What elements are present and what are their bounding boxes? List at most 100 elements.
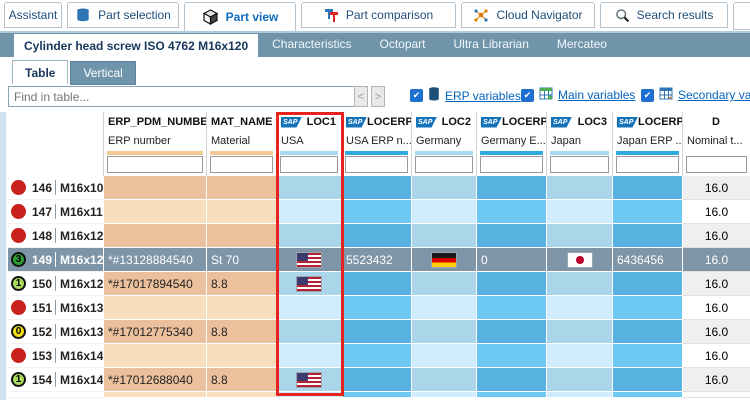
cell-loc2[interactable] [412,320,477,344]
find-in-table-input[interactable] [8,86,358,107]
cell-locerp1[interactable]: 5523432 [342,248,412,272]
cell-mat[interactable]: 8.8 [207,368,277,392]
left-scroll-strip[interactable] [0,112,8,400]
tab-partial-next[interactable] [733,2,750,30]
erp-variables-link[interactable]: ERP variables [445,88,521,103]
row-label-cell[interactable]: 0 152 M16x130 [8,320,104,344]
cell-d[interactable]: 16.0 [683,224,750,248]
cell-locerp2[interactable] [477,320,547,344]
column-header-locerp3[interactable]: SAPLOCERP3 Japan ERP ... [613,112,683,176]
column-filter-erp[interactable] [107,156,203,173]
view-tab-vertical[interactable]: Vertical [70,61,136,85]
cell-locerp1[interactable] [342,272,412,296]
cell-loc3[interactable] [547,296,613,320]
cell-mat[interactable]: 8.8 [207,272,277,296]
main-variables-link[interactable]: Main variables [558,88,636,102]
cell-loc2[interactable] [412,344,477,368]
cell-loc2[interactable] [412,272,477,296]
cell-locerp1[interactable] [342,368,412,392]
row-label-cell[interactable]: 1 150 M16x125 [8,272,104,296]
cell-locerp2[interactable] [477,368,547,392]
cell-locerp2[interactable] [477,224,547,248]
column-filter-loc3[interactable] [550,156,609,173]
column-header-erp[interactable]: ERP_PDM_NUMBER ERP number [104,112,207,176]
tab-search-results[interactable]: Search results [600,2,728,28]
cell-loc3[interactable] [547,176,613,200]
cell-loc2[interactable] [412,176,477,200]
column-header-loc2[interactable]: SAP LOC2 Germany [412,112,477,176]
row-label-cell[interactable]: 1 154 M16x140 [8,368,104,392]
cell-loc1[interactable] [277,248,342,272]
cell-loc3[interactable] [547,344,613,368]
column-filter-mat[interactable] [210,156,273,173]
secondary-variables-link[interactable]: Secondary variables [678,88,750,102]
subtab-octopart[interactable]: Octopart [365,31,439,57]
cell-d[interactable]: 16.0 [683,272,750,296]
tab-part-selection[interactable]: Part selection [67,2,179,28]
tab-part-view[interactable]: Part view [184,2,296,31]
cell-loc2[interactable] [412,224,477,248]
cell-erp[interactable] [104,344,207,368]
cell-loc3[interactable] [547,320,613,344]
cell-loc2[interactable] [412,368,477,392]
erp-variables-checkbox[interactable]: ✔ [410,89,423,102]
cell-locerp3[interactable] [613,320,683,344]
cell-locerp2[interactable] [477,296,547,320]
column-header-mat[interactable]: MAT_NAME Material [207,112,277,176]
cell-locerp3[interactable] [613,176,683,200]
find-next-button[interactable]: > [371,86,385,107]
cell-mat[interactable]: 8.8 [207,320,277,344]
column-filter-locerp1[interactable] [345,156,408,173]
cell-locerp3[interactable] [613,368,683,392]
cell-loc1[interactable] [277,224,342,248]
cell-mat[interactable] [207,296,277,320]
cell-loc2[interactable] [412,200,477,224]
cell-loc1[interactable] [277,320,342,344]
cell-loc1[interactable] [277,368,342,392]
cell-mat[interactable]: St 70 [207,248,277,272]
cell-erp[interactable] [104,296,207,320]
cell-locerp3[interactable] [613,344,683,368]
cell-d[interactable]: 16.0 [683,320,750,344]
cell-erp[interactable] [104,224,207,248]
column-filter-locerp3[interactable] [616,156,679,173]
cell-erp[interactable]: *#17012688040 [104,368,207,392]
cell-loc3[interactable] [547,224,613,248]
cell-locerp1[interactable] [342,320,412,344]
row-label-cell[interactable]: 153 M16x140 [8,344,104,368]
cell-d[interactable]: 16.0 [683,200,750,224]
cell-loc1[interactable] [277,200,342,224]
cell-loc1[interactable] [277,272,342,296]
column-filter-d[interactable] [686,156,747,173]
cell-mat[interactable] [207,176,277,200]
cell-locerp2[interactable] [477,344,547,368]
subtab-part-title[interactable]: Cylinder head screw ISO 4762 M16x120 [14,34,259,57]
column-filter-locerp2[interactable] [480,156,543,173]
row-label-cell[interactable]: 146 M16x100 [8,176,104,200]
tab-cloud-navigator[interactable]: Cloud Navigator [461,2,595,28]
secondary-variables-checkbox[interactable]: ✔ [641,88,654,102]
cell-d[interactable]: 16.0 [683,344,750,368]
cell-locerp3[interactable] [613,296,683,320]
cell-d[interactable]: 16.0 [683,368,750,392]
cell-mat[interactable] [207,200,277,224]
cell-locerp1[interactable] [342,224,412,248]
cell-loc2[interactable] [412,296,477,320]
cell-erp[interactable] [104,200,207,224]
cell-locerp1[interactable] [342,296,412,320]
cell-loc1[interactable] [277,296,342,320]
cell-locerp1[interactable] [342,344,412,368]
cell-locerp2[interactable] [477,200,547,224]
subtab-mercateo[interactable]: Mercateo [543,31,621,57]
cell-locerp3[interactable] [613,200,683,224]
row-label-cell[interactable]: 151 M16x130 [8,296,104,320]
column-header-d[interactable]: D Nominal t... [683,112,750,176]
cell-loc2[interactable] [412,248,477,272]
cell-erp[interactable]: *#13128884540 [104,248,207,272]
cell-d[interactable]: 16.0 [683,248,750,272]
column-header-label[interactable] [8,112,104,176]
tab-assistant[interactable]: Assistant [4,2,62,28]
find-previous-button[interactable]: < [354,86,368,107]
cell-loc3[interactable] [547,200,613,224]
cell-d[interactable]: 16.0 [683,296,750,320]
